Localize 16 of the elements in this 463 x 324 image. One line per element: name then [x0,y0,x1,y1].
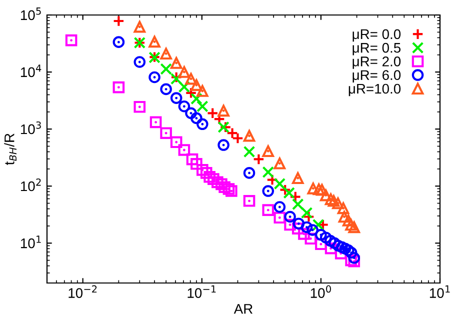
x-tick-label: 10$^{1}$ [430,285,450,298]
y-tick-label: 10$^{3}$ [20,121,41,134]
x-tick-label: 10$^{−2}$ [68,285,97,298]
x-axis-title: AR [234,304,252,314]
y-axis-title: t$_{BH}$/R [4,134,16,165]
x-tick-label: 10$^{−1}$ [188,285,216,298]
legend-label: μR= 0.0 [352,29,401,42]
y-tick-label: 10$^{4}$ [20,64,42,78]
legend-label: μR= 0.5 [352,42,401,56]
legend-label: μR=10.0 [348,84,401,96]
y-tick-label: 10$^{2}$ [20,178,41,192]
x-tick-label: 10$^{0}$ [310,285,331,298]
y-tick-label: 10$^{1}$ [20,236,41,248]
legend-label: μR= 2.0 [352,56,401,69]
y-tick-label: 10$^{5}$ [20,8,41,20]
legend-label: μR= 6.0 [352,70,401,83]
